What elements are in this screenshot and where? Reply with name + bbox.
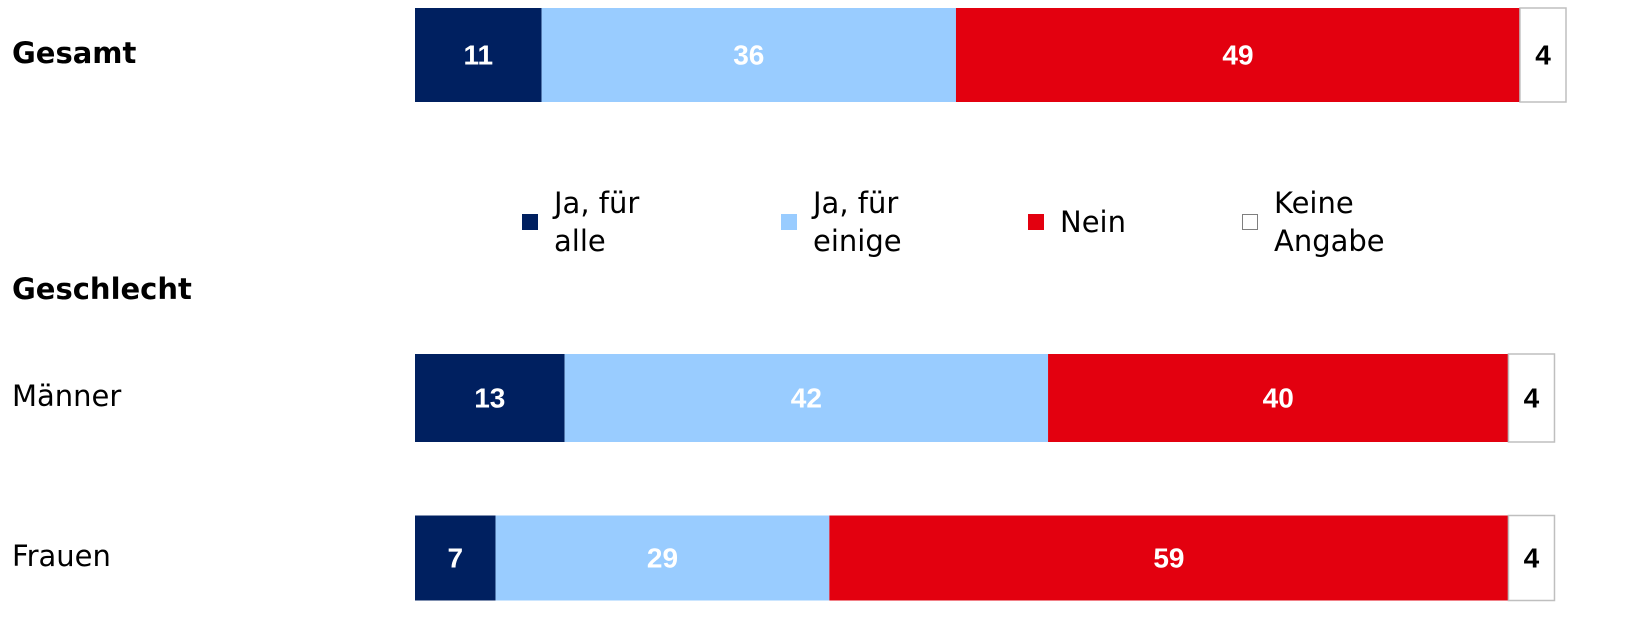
bar-segment [1048,354,1509,442]
bar-segment [415,354,565,442]
bar-segment [415,515,496,601]
value-label: 36 [733,39,764,70]
legend-swatch [1242,214,1258,230]
category-label: Frauen [12,539,111,573]
legend-swatch [522,214,538,230]
value-label: 59 [1153,542,1184,573]
value-label: 42 [791,382,822,413]
category-label: Männer [12,379,121,413]
value-label: 7 [447,542,463,573]
bar-segment [495,515,830,601]
legend-label: Ja, für alle [554,186,640,258]
value-label: 11 [464,39,494,70]
bar-segment [829,515,1509,601]
bar-segment [415,8,542,102]
value-label: 40 [1263,382,1294,413]
category-label: Geschlecht [12,272,192,306]
value-label: 4 [1524,382,1540,413]
category-label: Gesamt [12,36,137,70]
bar-segment [1519,7,1567,103]
bar-segment [541,8,956,102]
value-label: 49 [1222,39,1253,70]
value-label: 4 [1535,39,1551,70]
value-label: 13 [474,382,505,413]
value-label: 4 [1524,542,1540,573]
legend-swatch [781,214,797,230]
legend-label: Nein [1060,205,1126,239]
legend-label: Ja, für einige [813,186,902,258]
legend-swatch [1028,214,1044,230]
bar-segment [1507,353,1556,443]
bar-segment [1507,514,1556,602]
bar-segment [955,8,1520,102]
bar-segment [564,354,1049,442]
value-label: 29 [647,542,678,573]
legend-label: Keine Angabe [1274,186,1385,258]
